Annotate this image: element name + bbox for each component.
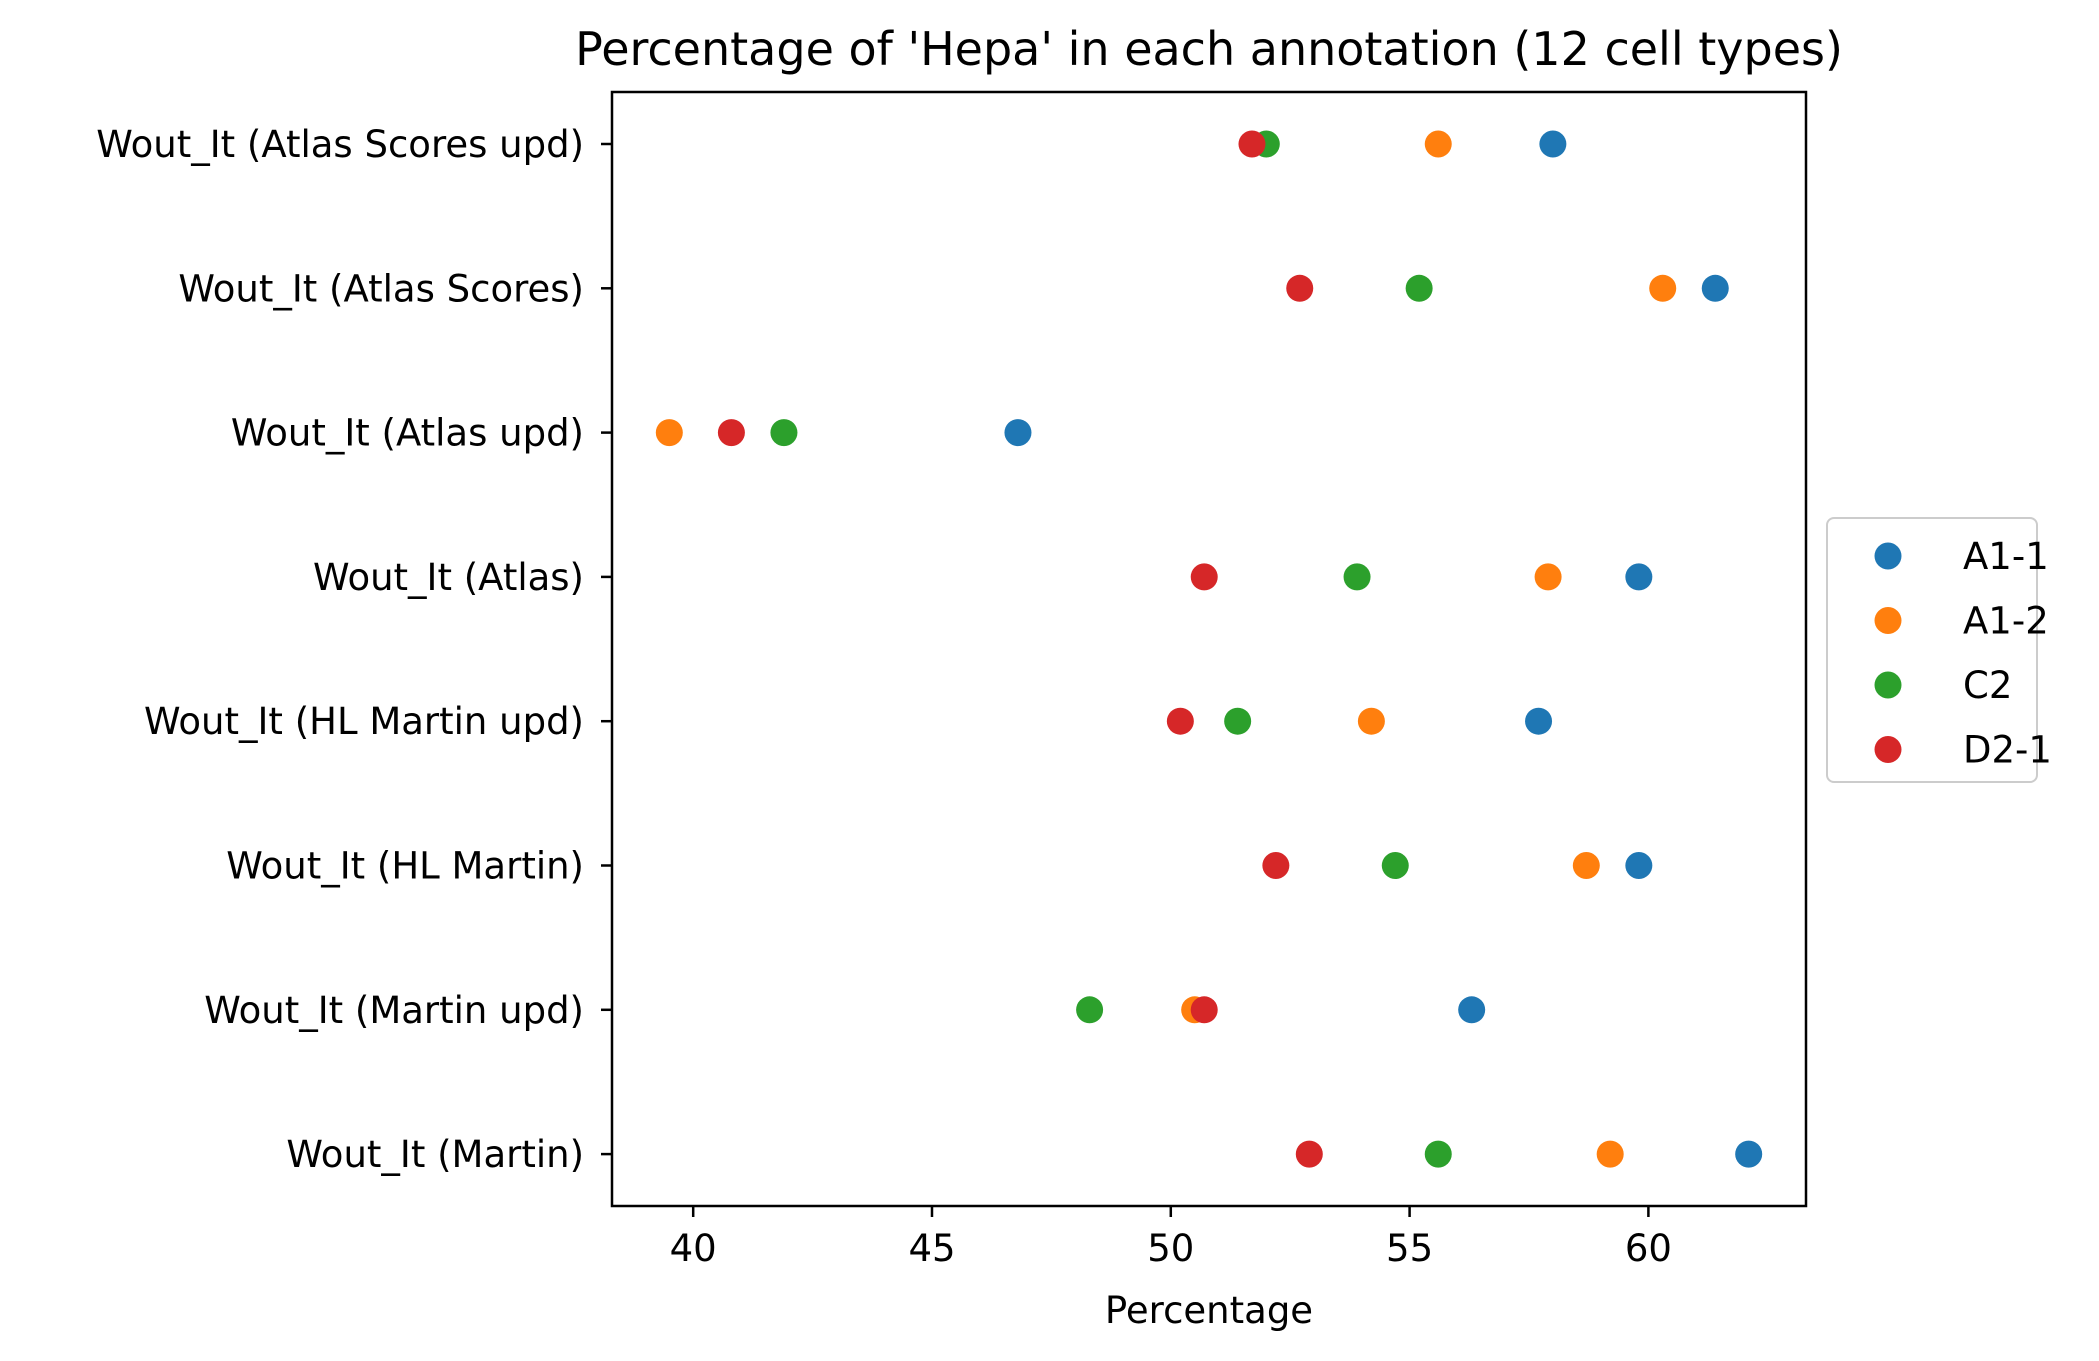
legend-marker-c2 bbox=[1874, 671, 1902, 699]
legend-frame bbox=[1826, 517, 2038, 783]
data-point-a1-2 bbox=[1424, 130, 1452, 158]
legend-marker-d2-1 bbox=[1874, 736, 1902, 763]
data-point-c2 bbox=[1381, 852, 1409, 879]
data-point-a1-1 bbox=[1701, 274, 1729, 302]
y-tick-label: Wout_It (Atlas Scores upd) bbox=[96, 123, 584, 166]
y-tick-label: Wout_It (HL Martin) bbox=[226, 845, 584, 888]
data-point-a1-2 bbox=[1534, 563, 1562, 591]
chart-title: Percentage of 'Hepa' in each annotation … bbox=[575, 22, 1843, 76]
data-point-a1-1 bbox=[1458, 996, 1486, 1024]
data-point-d2-1 bbox=[1166, 707, 1194, 735]
data-point-a1-2 bbox=[1649, 274, 1677, 302]
data-point-c2 bbox=[1405, 274, 1433, 302]
data-point-c2 bbox=[1076, 996, 1104, 1024]
data-point-a1-2 bbox=[655, 419, 683, 447]
data-point-a1-1 bbox=[1625, 563, 1653, 591]
y-tick-label: Wout_It (Atlas upd) bbox=[231, 412, 584, 455]
data-point-a1-1 bbox=[1004, 419, 1032, 447]
data-point-a1-1 bbox=[1539, 130, 1567, 158]
data-point-d2-1 bbox=[1295, 1140, 1323, 1168]
data-point-c2 bbox=[770, 419, 798, 447]
legend-label: D2-1 bbox=[1963, 729, 2052, 772]
data-point-a1-2 bbox=[1357, 707, 1385, 735]
data-point-a1-2 bbox=[1596, 1140, 1624, 1168]
legend-label: A1-1 bbox=[1963, 535, 2049, 578]
legend: A1-1 A1-2 C2 D2-1 bbox=[1826, 517, 2052, 783]
y-tick-label: Wout_It (Atlas) bbox=[313, 556, 584, 599]
x-tick-label: 60 bbox=[1625, 1227, 1672, 1270]
plot-area: Wout_It (Atlas Scores upd) Wout_It (Atlas… bbox=[96, 123, 1763, 1270]
x-tick-label: 50 bbox=[1147, 1227, 1194, 1270]
data-point-d2-1 bbox=[1190, 996, 1218, 1024]
y-tick-label: Wout_It (Martin) bbox=[286, 1133, 584, 1176]
data-point-a1-2 bbox=[1572, 852, 1600, 879]
legend-label: A1-2 bbox=[1963, 600, 2049, 643]
data-point-d2-1 bbox=[1262, 852, 1290, 879]
y-tick-label: Wout_It (Martin upd) bbox=[204, 989, 584, 1032]
data-point-c2 bbox=[1343, 563, 1371, 591]
legend-marker-a1-1 bbox=[1874, 542, 1902, 570]
legend-label: C2 bbox=[1963, 664, 2012, 707]
x-tick-label: 40 bbox=[670, 1227, 717, 1270]
data-point-d2-1 bbox=[1286, 274, 1314, 302]
plot-frame bbox=[610, 90, 1808, 1208]
data-point-c2 bbox=[1224, 707, 1252, 735]
x-tick-label: 45 bbox=[908, 1227, 955, 1270]
data-point-a1-1 bbox=[1735, 1140, 1763, 1168]
data-point-a1-1 bbox=[1625, 852, 1653, 879]
y-tick-label: Wout_It (HL Martin upd) bbox=[144, 700, 584, 743]
legend-marker-a1-2 bbox=[1874, 607, 1902, 634]
data-point-d2-1 bbox=[717, 419, 745, 447]
data-point-d2-1 bbox=[1190, 563, 1218, 591]
x-axis-label: Percentage bbox=[1105, 1289, 1313, 1332]
data-point-c2 bbox=[1424, 1140, 1452, 1168]
y-tick-label: Wout_It (Atlas Scores) bbox=[178, 267, 584, 310]
data-point-d2-1 bbox=[1238, 130, 1266, 158]
data-point-a1-1 bbox=[1525, 707, 1553, 735]
x-tick-label: 55 bbox=[1386, 1227, 1433, 1270]
